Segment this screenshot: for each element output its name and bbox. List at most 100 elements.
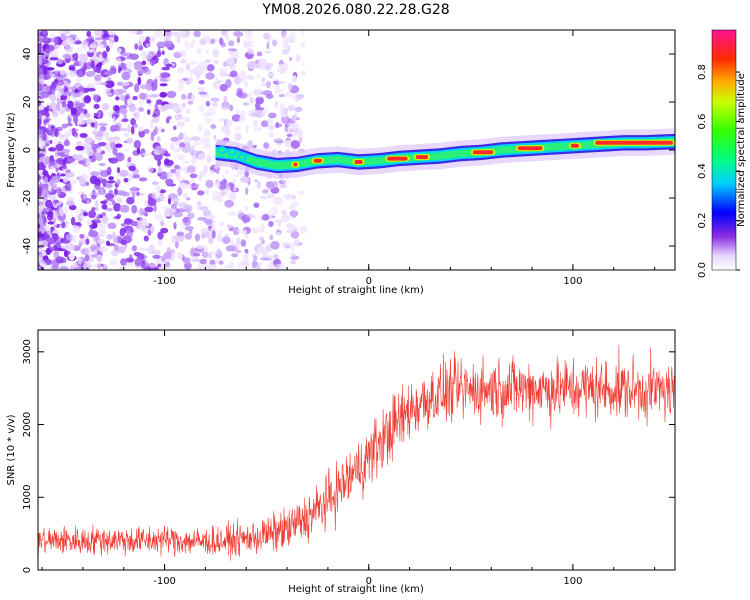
noise-speck <box>70 264 75 270</box>
noise-speck <box>202 143 206 149</box>
colorbar-ticks: 0.0 0.2 0.4 0.6 0.8 <box>697 64 740 278</box>
noise-speck <box>62 157 68 162</box>
noise-speck <box>290 140 300 149</box>
noise-speck <box>177 208 186 213</box>
noise-speck <box>166 171 174 179</box>
noise-speck <box>75 76 81 83</box>
noise-speck <box>99 82 108 86</box>
noise-speck <box>270 240 280 250</box>
noise-speck <box>55 143 64 151</box>
noise-speck <box>288 204 296 211</box>
noise-speck <box>94 30 104 37</box>
noise-speck <box>48 105 52 110</box>
noise-speck <box>128 254 133 262</box>
noise-speck <box>292 195 296 200</box>
noise-speck <box>48 156 55 165</box>
noise-speck <box>90 254 97 258</box>
noise-speck <box>176 154 186 161</box>
noise-speck <box>46 67 55 71</box>
noise-speck <box>45 199 53 208</box>
signal-hot-red <box>354 160 363 164</box>
noise-speck <box>77 47 82 53</box>
noise-speck <box>157 159 162 167</box>
noise-speck <box>55 80 64 86</box>
noise-speck <box>184 40 188 46</box>
noise-speck <box>120 50 126 57</box>
noise-speck <box>113 203 121 212</box>
noise-speck <box>93 249 98 255</box>
noise-speck <box>286 45 291 51</box>
noise-speck <box>229 50 233 56</box>
noise-speck <box>95 207 99 211</box>
noise-speck <box>44 111 50 118</box>
noise-speck <box>38 115 42 123</box>
noise-speck <box>209 169 215 175</box>
noise-speck <box>149 267 158 270</box>
noise-speck <box>236 36 241 43</box>
noise-speck <box>104 193 115 200</box>
noise-speck <box>38 162 44 166</box>
noise-speck <box>274 83 280 89</box>
noise-speck <box>123 132 129 137</box>
noise-speck <box>257 245 266 254</box>
noise-speck <box>181 93 187 100</box>
noise-speck <box>181 102 187 109</box>
noise-speck <box>120 239 127 246</box>
noise-speck <box>268 131 275 138</box>
noise-speck <box>38 77 42 83</box>
signal-hot-red <box>387 156 408 161</box>
noise-speck <box>72 225 81 234</box>
noise-speck <box>266 193 276 199</box>
noise-speck <box>160 255 167 262</box>
noise-speck <box>246 74 255 80</box>
noise-speck <box>102 33 111 38</box>
noise-speck <box>50 32 54 39</box>
noise-speck <box>116 179 121 185</box>
noise-speck <box>196 244 204 250</box>
noise-speck <box>282 40 289 49</box>
noise-speck <box>294 106 303 113</box>
noise-speck <box>203 138 208 143</box>
noise-speck <box>248 91 253 100</box>
noise-speck <box>83 43 88 48</box>
noise-speck <box>38 45 42 54</box>
noise-speck <box>196 248 204 253</box>
noise-speck <box>267 119 274 124</box>
noise-speck <box>95 254 102 259</box>
noise-speck <box>67 100 74 110</box>
noise-speck <box>93 103 100 110</box>
noise-speck <box>206 64 215 72</box>
noise-speck <box>147 197 157 206</box>
noise-speck <box>55 256 64 264</box>
noise-speck <box>99 187 105 192</box>
noise-speck <box>163 40 173 48</box>
noise-speck <box>83 262 92 269</box>
noise-speck <box>193 252 201 257</box>
noise-speck <box>301 62 306 67</box>
noise-speck <box>273 253 279 261</box>
noise-speck <box>273 196 284 206</box>
noise-speck <box>144 206 154 213</box>
noise-speck <box>40 30 49 38</box>
noise-speck <box>211 220 215 229</box>
noise-speck <box>84 253 90 262</box>
noise-speck <box>61 221 66 229</box>
noise-speck <box>177 82 184 92</box>
noise-speck <box>80 102 86 108</box>
noise-speck <box>281 242 291 247</box>
noise-speck <box>91 223 98 229</box>
noise-speck <box>184 204 193 213</box>
noise-speck <box>99 128 104 132</box>
spectrogram-axes: -100 0 100 -40 -20 0 20 40 <box>22 30 675 287</box>
noise-speck <box>255 109 266 118</box>
noise-speck <box>289 37 295 44</box>
noise-speck <box>90 60 95 69</box>
noise-speck <box>205 49 209 54</box>
noise-speck <box>291 252 295 258</box>
noise-speck <box>205 218 214 226</box>
noise-speck <box>109 258 119 266</box>
noise-speck <box>181 221 185 229</box>
noise-speck <box>244 248 249 254</box>
noise-speck <box>278 94 286 98</box>
noise-speck <box>102 103 110 111</box>
